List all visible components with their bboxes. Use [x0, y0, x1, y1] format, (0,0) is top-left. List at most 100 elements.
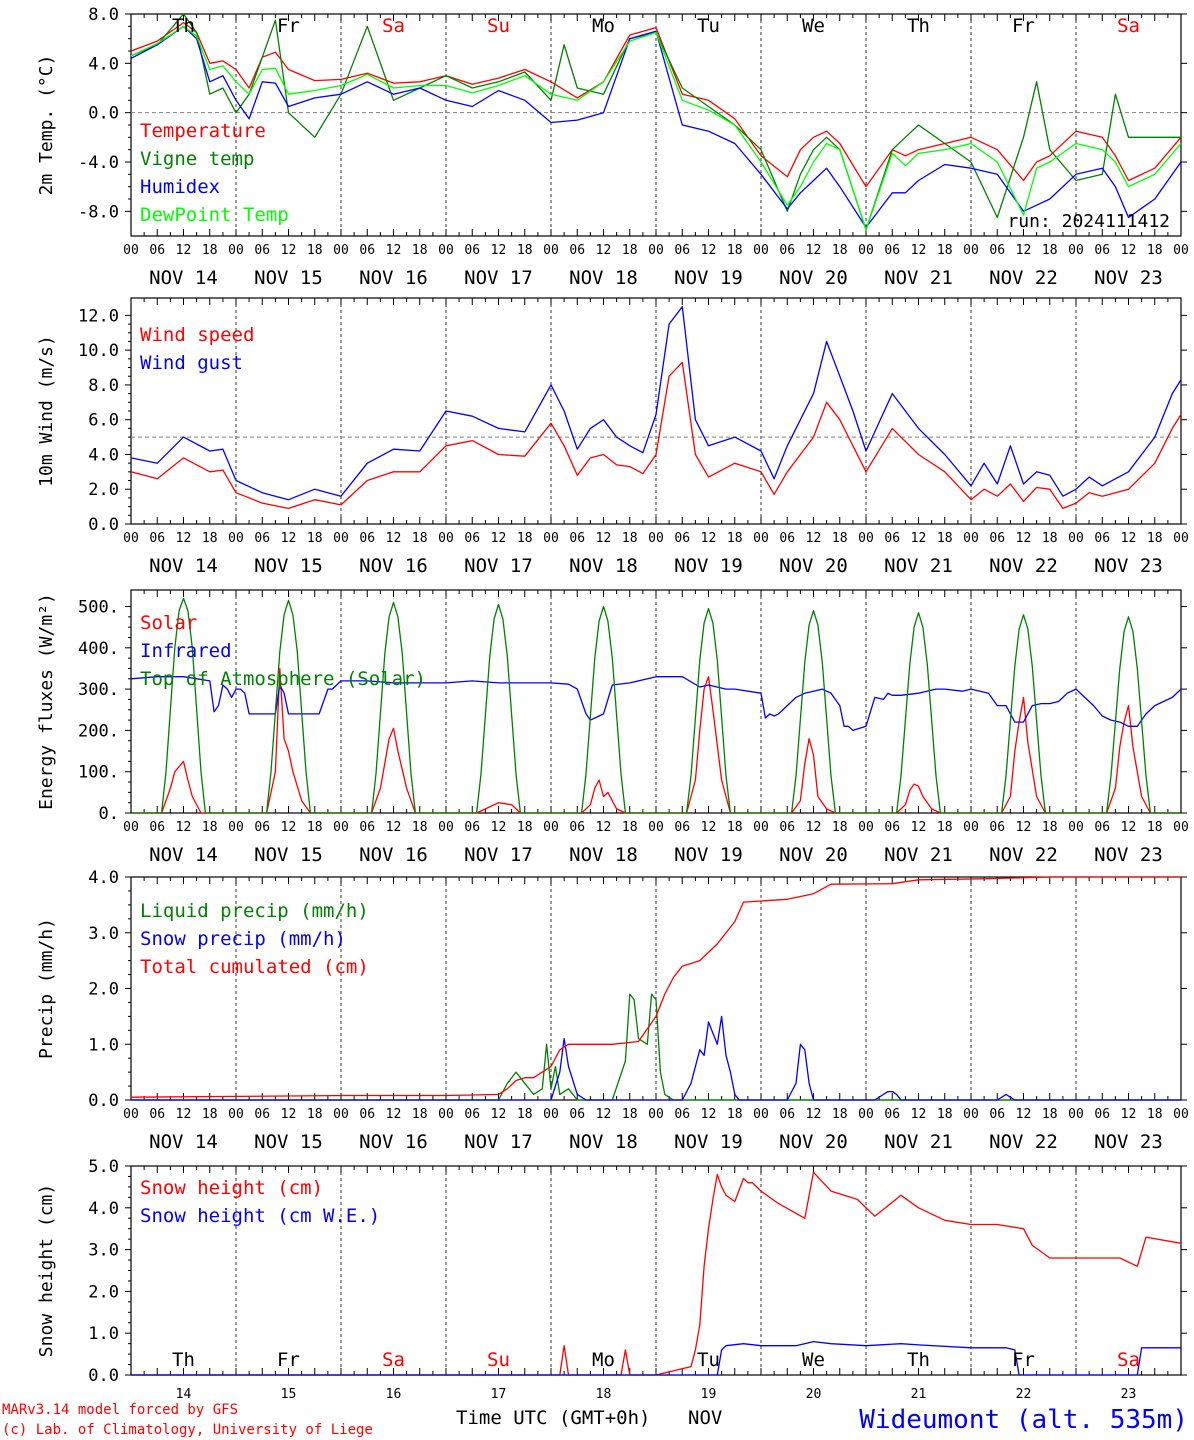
hour-label: 00	[438, 243, 454, 258]
hour-label: 00	[228, 820, 244, 835]
date-label: NOV 20	[779, 555, 848, 577]
hour-label: 06	[464, 820, 480, 835]
hour-label: 18	[937, 531, 953, 546]
hour-label: 06	[569, 820, 585, 835]
hour-label: 12	[281, 1107, 297, 1122]
hour-label: 00	[123, 531, 139, 546]
day-number: 22	[1016, 1387, 1032, 1402]
hour-label: 12	[596, 531, 612, 546]
y-tick-label: 12.0	[78, 306, 119, 326]
y-tick-label: 5.0	[88, 1157, 119, 1177]
date-label: NOV 22	[989, 555, 1058, 577]
date-label: NOV 20	[779, 267, 848, 289]
y-tick-label: -4.0	[78, 153, 119, 173]
date-label: NOV 15	[254, 267, 323, 289]
hour-label: 00	[1068, 243, 1084, 258]
hour-label: 06	[989, 1107, 1005, 1122]
hour-label: 18	[832, 1107, 848, 1122]
hour-label: 00	[858, 820, 874, 835]
hour-label: 12	[1016, 243, 1032, 258]
hour-label: 06	[674, 820, 690, 835]
hour-label: 06	[884, 531, 900, 546]
y-axis-label: Snow height (cm)	[36, 1184, 57, 1357]
y-tick-label: 3.0	[88, 924, 119, 944]
hour-label: 06	[779, 820, 795, 835]
series-line-top-of-atmosphere-solar	[131, 597, 1181, 814]
hour-label: 00	[438, 531, 454, 546]
hour-label: 12	[491, 820, 507, 835]
date-label: NOV 14	[149, 844, 218, 866]
hour-label: 00	[753, 243, 769, 258]
footer: MARv3.14 model forced by GFS (c) Lab. of …	[2, 1402, 1188, 1438]
date-label: NOV 22	[989, 1131, 1058, 1153]
hour-label: 06	[254, 243, 270, 258]
hour-label: 06	[674, 531, 690, 546]
hour-label: 00	[648, 820, 664, 835]
hour-label: 18	[307, 243, 323, 258]
hour-label: 12	[701, 531, 717, 546]
hour-label: 12	[1121, 243, 1137, 258]
series-line-dewpoint-temp	[130, 25, 1182, 231]
hour-label: 00	[123, 1107, 139, 1122]
panel-snow: 0.0 1.0 2.0 3.0 4.0 5.0 Snow height (cm) Snow h…	[36, 1157, 1187, 1402]
hour-label: 06	[674, 1107, 690, 1122]
day-number: 14	[176, 1387, 192, 1402]
y-tick-label: 1.0	[88, 1324, 119, 1344]
hour-label: 12	[281, 243, 297, 258]
weekday-label: Sa	[1117, 1349, 1140, 1371]
hour-label: 12	[596, 1107, 612, 1122]
panel-energy: 0. 100. 200. 300. 400. 500. Energy fluxes (W/m…	[36, 589, 1189, 866]
hour-label: 18	[517, 820, 533, 835]
weekday-label: We	[802, 15, 825, 37]
hour-label: 00	[543, 1107, 559, 1122]
weekday-label: Th	[172, 15, 195, 37]
hour-label: 18	[412, 1107, 428, 1122]
hour-label: 18	[412, 531, 428, 546]
hour-label: 00	[963, 820, 979, 835]
hour-label: 12	[701, 243, 717, 258]
panel-temperature: 8.0 4.0 0.0 -4.0 -8.0 2m Temp. (°C) 00 06 12 18 NO…	[36, 5, 1189, 289]
hour-label: 18	[937, 820, 953, 835]
hour-label: 12	[1016, 820, 1032, 835]
date-label: NOV 19	[674, 1131, 743, 1153]
legend-entry: Wind gust	[140, 352, 243, 374]
series-line-solar	[131, 667, 1181, 814]
y-tick-label: -8.0	[78, 202, 119, 222]
weekday-label: Sa	[382, 15, 405, 37]
hour-label: 06	[1094, 1107, 1110, 1122]
hour-label: 06	[569, 1107, 585, 1122]
hour-label: 12	[176, 820, 192, 835]
weekday-label: Mo	[592, 15, 615, 37]
hour-label: 12	[911, 1107, 927, 1122]
hour-label: 06	[359, 243, 375, 258]
hour-label: 12	[806, 820, 822, 835]
station-title: Wideumont (alt. 535m)	[859, 1405, 1188, 1435]
y-tick-label: 4.0	[88, 445, 119, 465]
legend-entry: Top of Atmosphere (Solar)	[140, 668, 426, 690]
hour-label: 06	[1094, 820, 1110, 835]
date-label: NOV 22	[989, 844, 1058, 866]
legend-entry: Vigne temp	[140, 148, 254, 170]
hour-label: 06	[149, 820, 165, 835]
hour-label: 12	[176, 243, 192, 258]
series-line-infrared	[130, 676, 1182, 732]
copyright: (c) Lab. of Climatology, University of L…	[2, 1422, 373, 1438]
date-label: NOV 21	[884, 555, 953, 577]
weekday-label: Fr	[277, 15, 300, 37]
hour-label: 06	[779, 243, 795, 258]
y-tick-label: 2.0	[88, 1282, 119, 1302]
hour-label: 06	[1094, 243, 1110, 258]
hour-label: 18	[412, 820, 428, 835]
day-number: 20	[806, 1387, 822, 1402]
hour-label: 18	[727, 243, 743, 258]
hour-label: 00	[1068, 820, 1084, 835]
hour-label: 18	[727, 1107, 743, 1122]
date-label: NOV 20	[779, 844, 848, 866]
hour-label: 00	[648, 243, 664, 258]
legend-entry: Snow height (cm W.E.)	[140, 1205, 380, 1227]
hour-label: 18	[622, 531, 638, 546]
hour-label: 12	[386, 531, 402, 546]
hour-label: 06	[989, 820, 1005, 835]
day-number: 17	[491, 1387, 507, 1402]
